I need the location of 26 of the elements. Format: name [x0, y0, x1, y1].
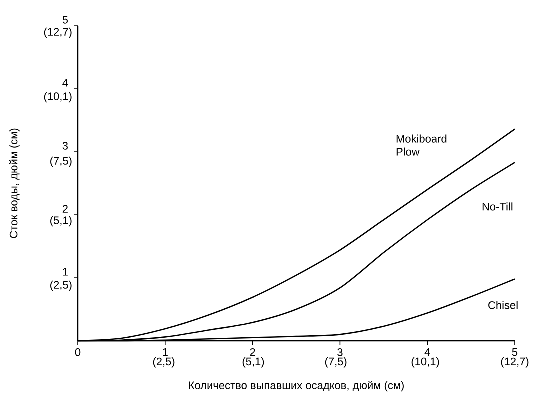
series-label: Chisel — [488, 301, 518, 310]
y-tick-label: (2,5) — [50, 280, 72, 292]
y-tick-label: (12,7) — [44, 28, 72, 38]
x2-tick-label: (7,5) — [325, 358, 347, 368]
y-axis-title: Сток воды, дюйм (см) — [9, 128, 20, 238]
series-label: No-Till — [482, 202, 513, 211]
x-tick-label: 4 — [424, 348, 430, 356]
x-axis-title: Количество выпавших осадков, дюйм (см) — [189, 381, 404, 392]
series-label: Mokiboard Plow — [396, 134, 447, 156]
x-tick-label: 2 — [250, 348, 256, 356]
x2-tick-label: (10,1) — [412, 358, 440, 368]
x2-tick-label: (2,5) — [153, 358, 175, 368]
x2-tick-label: (5,1) — [242, 358, 264, 368]
y-tick-label: (5,1) — [50, 216, 72, 227]
x-tick-label: 5 — [512, 348, 518, 356]
y2-tick-label: 4 — [62, 79, 68, 87]
y-tick-label: (7,5) — [50, 156, 72, 168]
y2-tick-label: 2 — [62, 205, 68, 213]
x-tick-label: 1 — [163, 348, 168, 356]
y2-tick-label: 1 — [63, 268, 68, 276]
x2-tick-label: (12,7) — [501, 358, 529, 368]
y2-tick-label: 3 — [62, 142, 68, 150]
x-tick-label: 0 — [75, 348, 81, 356]
x-tick-label: 3 — [338, 348, 343, 356]
y-tick-label: (10,1) — [44, 92, 72, 103]
y2-tick-label: 5 — [62, 16, 68, 24]
